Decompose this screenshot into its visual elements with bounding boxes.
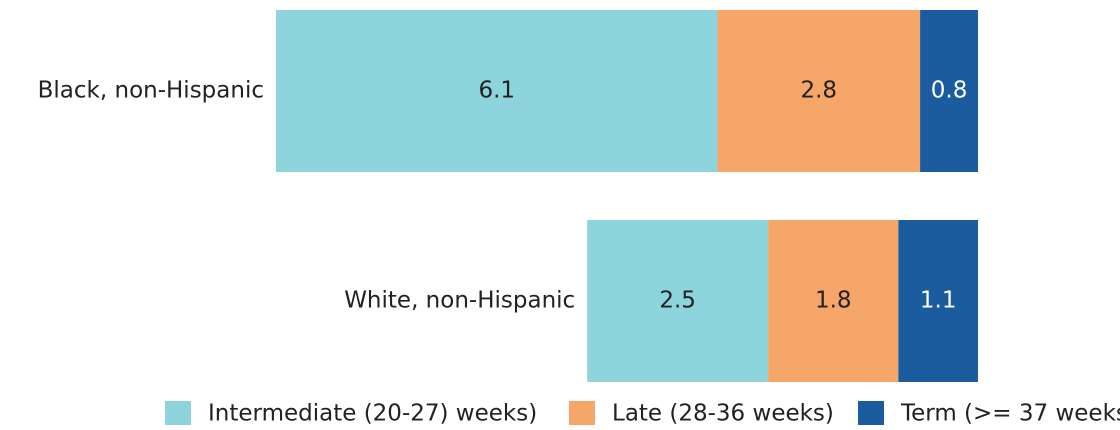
bar-segment <box>587 220 769 382</box>
legend-label: Term (>= 37 weeks) <box>900 401 1120 427</box>
bar-segment <box>717 10 921 172</box>
bar-segment <box>276 10 718 172</box>
legend-swatch <box>165 401 191 425</box>
legend-label: Intermediate (20-27) weeks) <box>208 401 537 427</box>
category-label: White, non-Hispanic <box>344 288 575 314</box>
legend-label: Late (28-36 weeks) <box>612 401 834 427</box>
bar-segment <box>920 10 978 172</box>
value-label: 2.8 <box>800 78 837 104</box>
value-label: 1.1 <box>920 288 957 314</box>
value-label: 2.5 <box>659 288 696 314</box>
legend-swatch <box>569 401 595 425</box>
value-label: 6.1 <box>478 78 515 104</box>
value-label: 1.8 <box>815 288 852 314</box>
bar-segment <box>768 220 899 382</box>
legend-swatch <box>858 401 884 425</box>
value-label: 0.8 <box>931 78 968 104</box>
category-label: Black, non-Hispanic <box>38 78 264 104</box>
bar-segment <box>898 220 978 382</box>
